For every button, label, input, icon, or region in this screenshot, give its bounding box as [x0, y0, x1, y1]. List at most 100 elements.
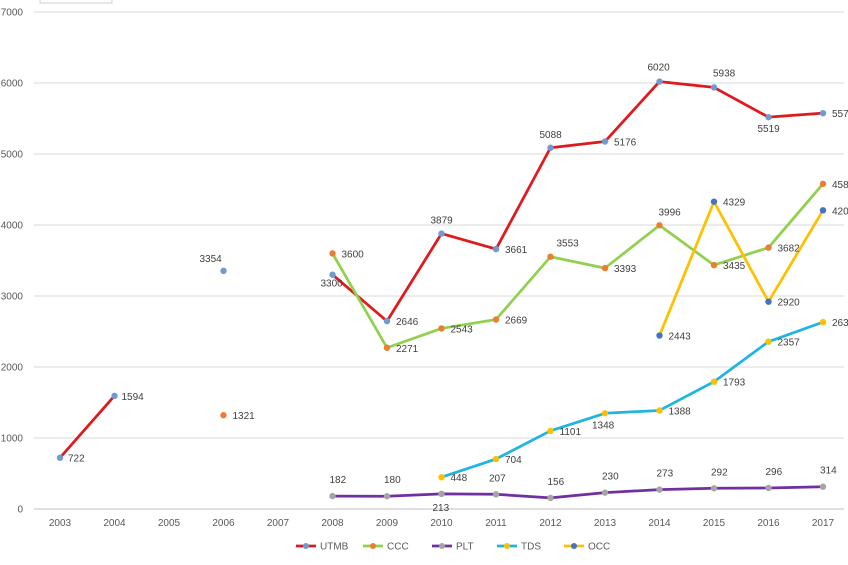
data-label-plt: 213 [433, 503, 450, 514]
data-label-ccc: 3553 [557, 239, 580, 250]
data-point-utmb [765, 113, 772, 121]
x-tick-label: 2009 [376, 518, 399, 529]
data-label-ccc: 3682 [778, 244, 801, 255]
y-tick-label: 5000 [1, 150, 24, 161]
y-tick-label: 3000 [1, 292, 24, 303]
data-label-tds: 1388 [669, 406, 692, 417]
data-label-utmb: 3300 [321, 279, 344, 290]
data-label-utmb: 5519 [758, 124, 781, 135]
data-label-utmb: 5938 [713, 68, 736, 79]
data-point-tds [438, 473, 445, 481]
data-point-plt [601, 489, 609, 496]
data-label-utmb: 3879 [431, 216, 454, 227]
data-label-tds: 1101 [560, 427, 582, 438]
x-tick-label: 2006 [212, 518, 235, 529]
data-point-tds [765, 338, 772, 345]
legend-marker-ccc [370, 543, 376, 549]
data-label-tds: 448 [451, 473, 468, 484]
data-label-occ: 4329 [723, 198, 746, 209]
data-point-plt [329, 492, 336, 500]
y-tick-label: 7000 [1, 8, 24, 19]
data-point-plt [383, 493, 391, 500]
data-point-plt [656, 486, 663, 493]
data-label-ccc: 3996 [659, 207, 682, 218]
data-label-ccc: 2543 [451, 324, 474, 335]
data-label-plt: 230 [602, 472, 619, 483]
x-tick-label: 2011 [485, 518, 507, 529]
data-label-utmb: 6020 [648, 63, 671, 74]
series-line-utmb [58, 394, 116, 460]
data-label-ccc: 3600 [342, 249, 365, 260]
x-tick-label: 2016 [757, 518, 780, 529]
x-tick-label: 2004 [103, 518, 126, 529]
data-label-plt: 314 [820, 466, 837, 477]
data-label-occ: 2443 [669, 332, 692, 343]
legend-label-occ: OCC [588, 542, 610, 553]
data-point-tds [710, 378, 718, 385]
x-tick-label: 2005 [158, 518, 181, 529]
data-label-tds: 704 [505, 455, 522, 466]
data-label-utmb: 2646 [396, 317, 419, 328]
series-lines [58, 80, 825, 500]
x-tick-label: 2013 [594, 518, 617, 529]
data-label-plt: 182 [330, 475, 347, 486]
data-label-utmb: 3661 [505, 245, 528, 256]
legend-box-stub [39, 0, 113, 4]
data-label-ccc: 2271 [396, 344, 419, 355]
data-labels: 722 1594 3354 3300 2646 3879 3661 5088 5176 6020 5… [68, 63, 848, 514]
data-point-plt [438, 490, 445, 498]
data-point-tds [601, 410, 609, 417]
x-tick-label: 2003 [49, 518, 72, 529]
data-point-utmb [56, 454, 64, 461]
x-tick-label: 2012 [539, 518, 562, 529]
data-point-ccc [329, 250, 336, 257]
data-point-ccc [656, 222, 663, 229]
data-label-ccc: 3435 [723, 261, 746, 272]
data-point-tds [819, 318, 827, 326]
data-point-utmb [656, 78, 663, 85]
data-label-plt: 156 [548, 477, 565, 488]
data-label-occ: 2920 [778, 298, 801, 309]
data-label-plt: 296 [766, 467, 783, 478]
data-point-plt [547, 494, 554, 502]
data-point-utmb [111, 392, 118, 400]
x-tick-label: 2015 [703, 518, 726, 529]
data-point-tds [492, 455, 500, 463]
legend-label-tds: TDS [521, 542, 541, 553]
data-label-utmb: 5088 [540, 130, 563, 141]
x-tick-label: 2010 [430, 518, 453, 529]
data-point-utmb [383, 317, 391, 325]
data-label-ccc: 4580 [832, 180, 848, 191]
series-line-tds [440, 320, 825, 479]
data-point-utmb [438, 230, 445, 237]
x-tick-label: 2007 [267, 518, 290, 529]
data-point-plt [765, 484, 772, 492]
gridlines [34, 11, 844, 439]
data-point-utmb [329, 271, 336, 278]
data-point-ccc [710, 261, 718, 269]
series-line-ccc [331, 182, 825, 350]
data-point-ccc [492, 316, 500, 323]
data-label-plt: 180 [384, 475, 401, 486]
data-point-ccc [220, 412, 227, 419]
y-tick-label: 2000 [1, 363, 24, 374]
data-label-ccc: 1321 [233, 411, 256, 422]
data-point-occ [656, 332, 663, 339]
data-point-utmb [492, 245, 500, 253]
data-point-tds [547, 427, 554, 435]
data-point-occ [819, 207, 827, 214]
data-point-plt [710, 485, 718, 492]
data-point-utmb [547, 144, 554, 151]
data-label-occ: 4207 [832, 206, 848, 217]
legend-marker-plt [439, 543, 445, 549]
x-tick-label: 2017 [812, 518, 835, 529]
series-markers [56, 78, 827, 502]
series-line-utmb [331, 80, 825, 323]
data-point-ccc [765, 244, 772, 251]
data-label-tds: 1793 [723, 378, 746, 389]
data-point-ccc [383, 344, 391, 351]
data-point-utmb [710, 84, 718, 91]
data-label-tds: 2357 [778, 338, 801, 349]
legend: UTMB CCC PLT TDS OCC [296, 542, 610, 553]
